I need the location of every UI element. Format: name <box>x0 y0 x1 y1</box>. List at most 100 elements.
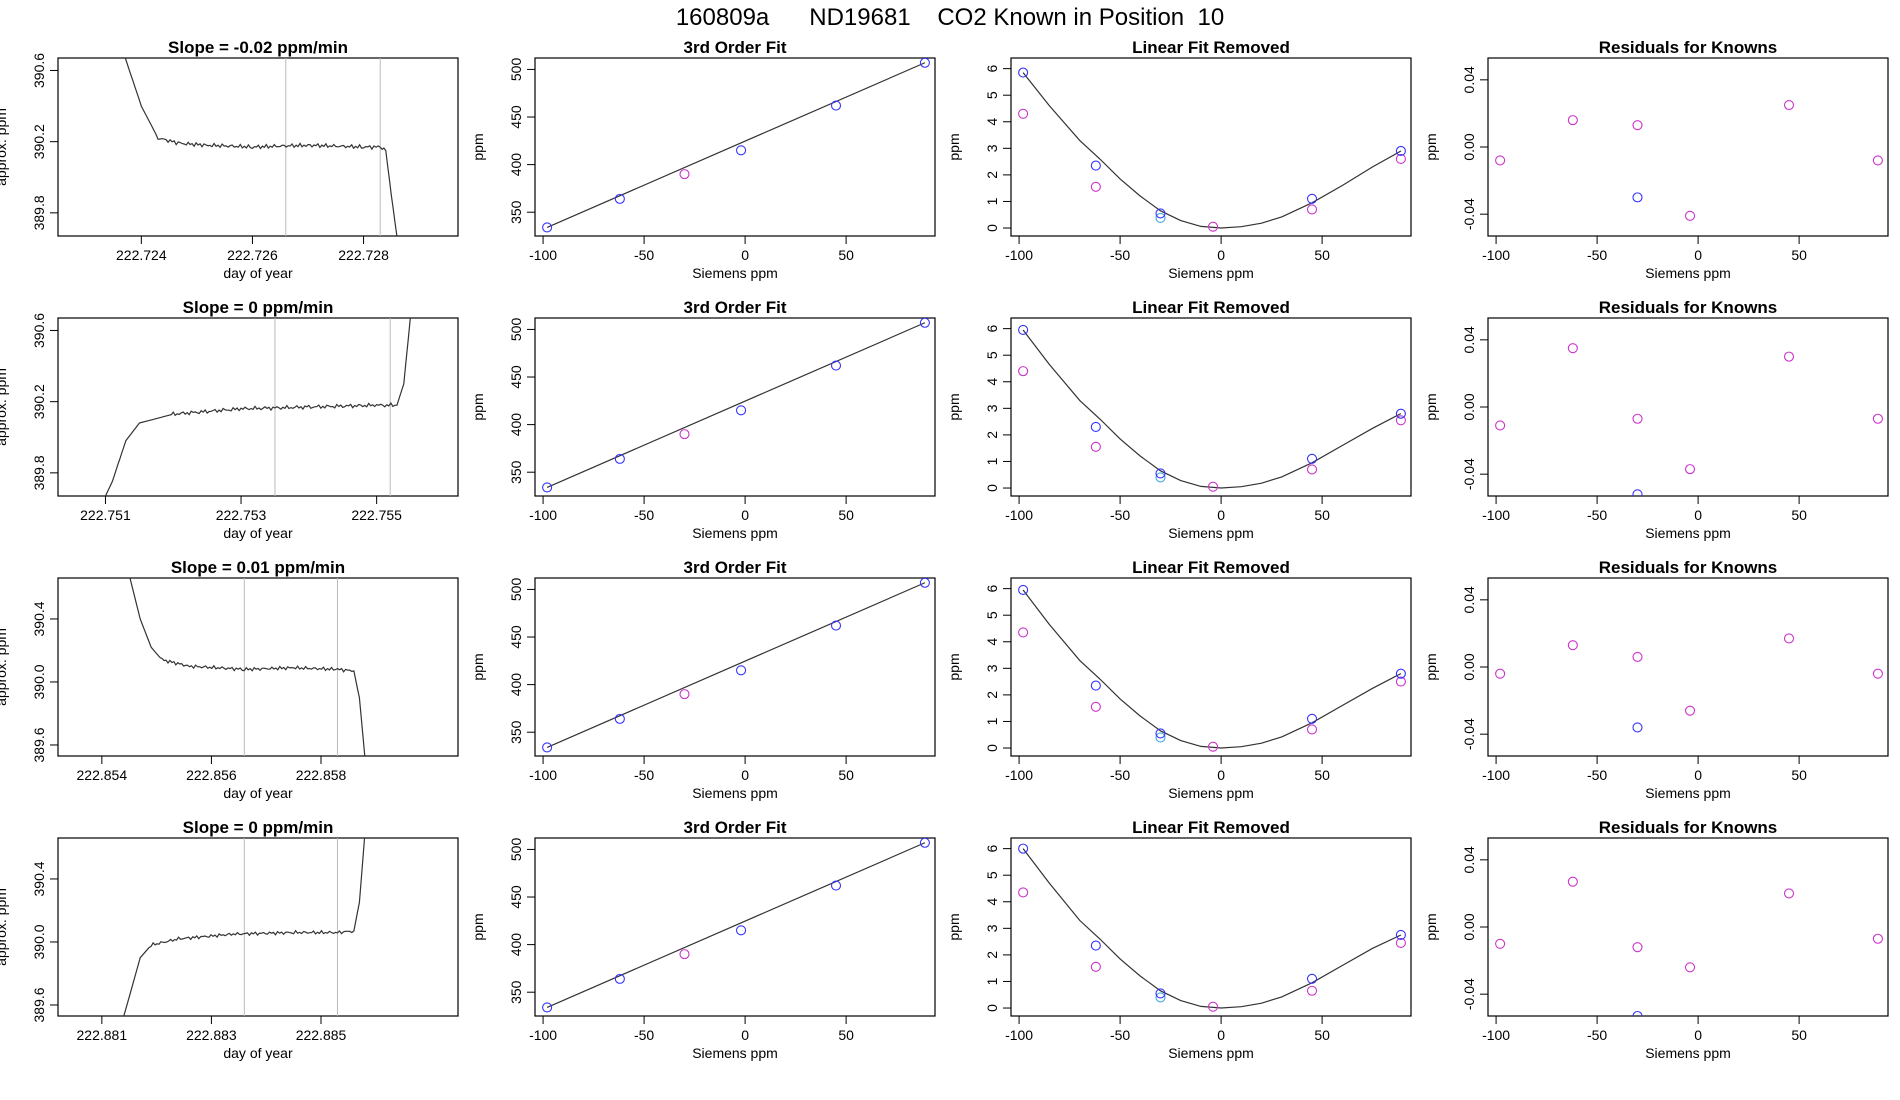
plot-frame <box>534 57 936 237</box>
chart-title: Linear Fit Removed <box>1132 818 1290 837</box>
y-tick-label: 389.8 <box>31 455 47 490</box>
data-layer <box>123 838 366 1016</box>
data-point-magenta <box>1018 366 1029 377</box>
data-point-blue <box>614 453 625 464</box>
data-point-magenta <box>1018 627 1029 638</box>
y-tick-label: -0.04 <box>1461 718 1477 750</box>
y-axis-label: ppm <box>470 653 486 680</box>
chart-title: Linear Fit Removed <box>1132 298 1290 317</box>
x-tick-label: 50 <box>1791 767 1807 783</box>
x-tick-label: 50 <box>1314 767 1330 783</box>
data-layer <box>542 838 930 1013</box>
chart-title: 3rd Order Fit <box>684 558 787 577</box>
data-point-blue <box>1306 973 1318 984</box>
data-point-magenta <box>1632 413 1643 424</box>
data-layer <box>1018 584 1406 752</box>
y-axis-label: ppm <box>946 653 962 680</box>
y-tick-label: 5 <box>984 611 1000 619</box>
data-point-magenta <box>1632 942 1643 953</box>
data-point-magenta <box>1207 741 1219 752</box>
data-point-cyan <box>1155 732 1166 743</box>
data-point-magenta <box>1684 705 1696 716</box>
y-tick-label: 500 <box>508 578 524 602</box>
y-tick-label: 450 <box>508 625 524 649</box>
data-point-blue <box>1018 843 1029 854</box>
plot-frame <box>534 577 936 757</box>
x-tick-label: 222.728 <box>338 247 389 263</box>
x-tick-label: 0 <box>1217 247 1225 263</box>
data-point-magenta <box>1872 933 1883 944</box>
chart-panel-3: Linear Fit Removed Siemens ppm ppm -100 -50 0… <box>946 38 1412 281</box>
x-axis-label: Siemens ppm <box>692 265 778 281</box>
y-axis-label: approx. ppm <box>0 888 9 966</box>
data-point-blue <box>1090 680 1101 691</box>
data-point-magenta <box>1207 221 1219 232</box>
x-tick-label: -50 <box>634 1027 654 1043</box>
data-point-blue <box>1632 722 1643 733</box>
y-tick-label: 1 <box>984 197 1000 205</box>
plot-frame <box>1487 317 1889 497</box>
data-point-blue <box>1395 145 1406 157</box>
data-point-magenta <box>1090 441 1101 452</box>
data-point-magenta <box>1783 888 1795 899</box>
y-tick-label: 4 <box>984 898 1000 906</box>
data-point-magenta <box>679 689 690 700</box>
x-tick-label: 50 <box>1791 1027 1807 1043</box>
x-axis-label: Siemens ppm <box>1645 1045 1731 1061</box>
y-tick-label: 0 <box>984 484 1000 492</box>
data-point-magenta <box>1090 701 1101 712</box>
y-tick-label: 0.00 <box>1461 913 1477 940</box>
x-tick-label: 0 <box>1217 1027 1225 1043</box>
x-tick-label: 0 <box>1694 767 1702 783</box>
x-tick-label: 0 <box>741 507 749 523</box>
y-tick-label: 6 <box>984 325 1000 333</box>
data-point-blue <box>1395 929 1406 941</box>
y-tick-label: 0 <box>984 1004 1000 1012</box>
x-tick-label: 50 <box>1314 507 1330 523</box>
y-tick-label: 3 <box>984 144 1000 152</box>
x-tick-label: 222.753 <box>216 507 267 523</box>
chart-title: Residuals for Knowns <box>1599 38 1778 57</box>
plot-frame <box>534 317 936 497</box>
x-axis-label: Siemens ppm <box>692 525 778 541</box>
data-point-magenta <box>1567 115 1578 126</box>
x-tick-label: -50 <box>1110 1027 1130 1043</box>
x-axis-label: Siemens ppm <box>692 785 778 801</box>
y-tick-label: 6 <box>984 65 1000 73</box>
data-point-magenta <box>1018 108 1029 119</box>
data-point-blue <box>919 58 930 68</box>
data-point-magenta <box>679 949 690 960</box>
y-tick-label: 6 <box>984 845 1000 853</box>
x-tick-label: -100 <box>1005 767 1033 783</box>
data-point-blue <box>736 145 747 156</box>
y-axis-label: ppm <box>1423 913 1439 940</box>
x-tick-label: -50 <box>634 767 654 783</box>
y-tick-label: 0.00 <box>1461 133 1477 160</box>
x-tick-label: 50 <box>1791 247 1807 263</box>
y-tick-label: 4 <box>984 118 1000 126</box>
y-tick-label: 6 <box>984 585 1000 593</box>
x-axis-label: Siemens ppm <box>1645 265 1731 281</box>
y-tick-label: 350 <box>508 460 524 484</box>
chart-panel-15: Linear Fit Removed Siemens ppm ppm -100 -50 0… <box>946 818 1412 1061</box>
x-tick-label: -50 <box>1587 507 1607 523</box>
data-point-magenta <box>1495 668 1506 679</box>
data-layer <box>1495 99 1883 221</box>
chart-title: Linear Fit Removed <box>1132 558 1290 577</box>
x-tick-label: -50 <box>634 507 654 523</box>
plot-frame <box>1010 837 1412 1017</box>
x-axis-label: Siemens ppm <box>692 1045 778 1061</box>
series-line <box>104 318 411 496</box>
data-point-magenta <box>1207 481 1219 492</box>
data-point-magenta <box>1395 937 1406 948</box>
chart-panel-7: Linear Fit Removed Siemens ppm ppm -100 -50 0… <box>946 298 1412 541</box>
data-point-magenta <box>1684 210 1696 221</box>
y-tick-label: 350 <box>508 980 524 1004</box>
y-tick-label: 0.04 <box>1461 66 1477 93</box>
x-tick-label: 50 <box>838 247 854 263</box>
x-tick-label: 0 <box>741 1027 749 1043</box>
data-point-blue <box>1090 940 1101 951</box>
chart-title: Residuals for Knowns <box>1599 558 1778 577</box>
data-point-magenta <box>679 169 690 180</box>
